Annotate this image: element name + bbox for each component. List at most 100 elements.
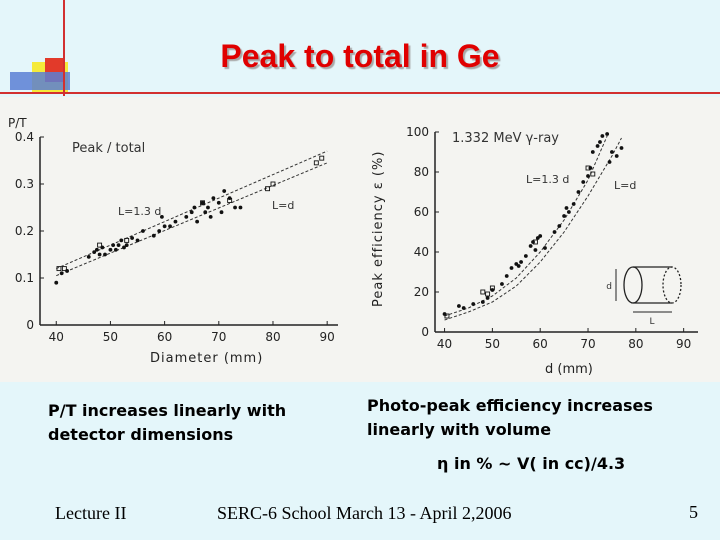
fit-line bbox=[444, 137, 622, 321]
data-point bbox=[222, 189, 227, 193]
data-point bbox=[124, 243, 129, 248]
efficiency-formula: η in % ~ V( in cc)/4.3 bbox=[437, 454, 626, 473]
slide-title: Peak to total in Ge bbox=[220, 38, 500, 74]
y-tick-label: 0.4 bbox=[15, 130, 34, 144]
annotation-l13d: L=1.3 d bbox=[118, 205, 161, 218]
data-point bbox=[619, 146, 624, 150]
data-point bbox=[557, 224, 562, 228]
y-tick-label: 80 bbox=[414, 165, 429, 179]
data-point bbox=[111, 243, 116, 248]
data-point bbox=[605, 132, 610, 136]
x-tick-label: 40 bbox=[49, 330, 64, 344]
data-point bbox=[552, 230, 557, 234]
x-tick-label: 90 bbox=[320, 330, 335, 344]
data-point bbox=[562, 214, 567, 218]
data-point bbox=[233, 205, 237, 210]
data-point bbox=[203, 210, 208, 215]
decor-horizontal-line bbox=[0, 92, 720, 94]
x-tick-label: 90 bbox=[676, 337, 691, 351]
x-tick-label: 80 bbox=[265, 330, 280, 344]
data-point bbox=[538, 234, 543, 238]
data-point-square bbox=[485, 291, 491, 297]
annotation-ld: L=d bbox=[614, 179, 636, 192]
data-point-square bbox=[480, 289, 486, 295]
decor-square-blue bbox=[10, 72, 70, 90]
annotation-ld: L=d bbox=[272, 199, 294, 212]
data-point bbox=[485, 296, 490, 300]
data-point bbox=[130, 236, 135, 240]
x-axis-label: Diameter (mm) bbox=[150, 351, 263, 366]
page-number: 5 bbox=[689, 502, 698, 522]
data-point bbox=[480, 300, 485, 304]
y-tick-label: 0.2 bbox=[15, 224, 34, 238]
data-point bbox=[206, 205, 210, 210]
data-point bbox=[216, 200, 221, 205]
data-point bbox=[600, 134, 605, 138]
footer-school: SERC-6 School March 13 - April 2,2006 bbox=[217, 503, 512, 523]
data-point-square bbox=[590, 171, 596, 177]
x-tick-label: 40 bbox=[437, 337, 452, 351]
cylinder-icon-back bbox=[662, 266, 682, 304]
cylinder-icon-front bbox=[623, 266, 643, 304]
data-point bbox=[533, 248, 538, 252]
data-point bbox=[108, 247, 113, 252]
caption-left: P/T increases linearly with detector dim… bbox=[48, 401, 287, 444]
data-point bbox=[504, 274, 509, 278]
data-point bbox=[160, 215, 164, 219]
data-point-square bbox=[489, 285, 495, 291]
data-point bbox=[576, 190, 581, 194]
data-point bbox=[564, 206, 569, 210]
x-tick-label: 60 bbox=[157, 330, 172, 344]
caption-right: Photo-peak efficiency increases linearly… bbox=[367, 396, 653, 439]
y-tick-label: 100 bbox=[406, 125, 429, 139]
data-point bbox=[610, 150, 614, 154]
data-point bbox=[184, 215, 189, 219]
data-point bbox=[581, 180, 586, 184]
data-point bbox=[543, 246, 547, 250]
x-tick-label: 70 bbox=[580, 337, 595, 351]
data-point bbox=[162, 224, 167, 229]
data-point-square bbox=[313, 160, 319, 166]
data-point bbox=[135, 238, 140, 243]
y-tick-label: 0.1 bbox=[15, 271, 34, 285]
data-point bbox=[500, 282, 504, 286]
data-point-square bbox=[270, 181, 276, 187]
data-point bbox=[195, 219, 200, 224]
data-point bbox=[586, 174, 590, 178]
data-point bbox=[238, 205, 243, 210]
y-axis-label: Peak efficiency ε (%) bbox=[371, 151, 386, 307]
data-point bbox=[523, 254, 528, 258]
x-axis-label: d (mm) bbox=[545, 362, 593, 377]
data-point bbox=[211, 196, 216, 200]
data-point bbox=[54, 280, 59, 285]
fit-line bbox=[444, 135, 608, 317]
data-point-square bbox=[56, 266, 62, 272]
data-point bbox=[113, 247, 118, 252]
dimension-l-label: L bbox=[649, 317, 654, 327]
data-point bbox=[103, 252, 107, 257]
data-point bbox=[595, 144, 600, 148]
data-point-square bbox=[319, 155, 325, 161]
data-point bbox=[97, 252, 102, 257]
data-point-square bbox=[200, 200, 205, 206]
x-tick-label: 80 bbox=[628, 337, 643, 351]
data-point bbox=[509, 266, 514, 270]
y-tick-label: 20 bbox=[414, 285, 429, 299]
data-point bbox=[219, 210, 224, 215]
x-tick-label: 50 bbox=[103, 330, 118, 344]
data-point bbox=[528, 244, 533, 248]
fit-line bbox=[56, 150, 328, 270]
data-point bbox=[116, 243, 121, 248]
peak-to-total-chart: 40 50 60 70 80 90 0 0.1 0.2 0.3 0.4P/T Peak / total… bbox=[8, 116, 338, 366]
annotation-l13d: L=1.3 d bbox=[526, 173, 569, 186]
data-point bbox=[122, 245, 126, 250]
data-point bbox=[192, 205, 197, 210]
dimension-d-label: d bbox=[606, 282, 612, 292]
data-point-square bbox=[124, 237, 130, 243]
data-point bbox=[566, 210, 571, 214]
y-tick-label: 0 bbox=[26, 318, 34, 332]
data-point-square bbox=[444, 313, 450, 319]
peak-efficiency-chart: 40 50 60 70 80 90 0 20 40 60 80 100 Peak efficiency … bbox=[371, 125, 698, 377]
data-point-square bbox=[265, 186, 271, 192]
x-tick-label: 60 bbox=[533, 337, 548, 351]
